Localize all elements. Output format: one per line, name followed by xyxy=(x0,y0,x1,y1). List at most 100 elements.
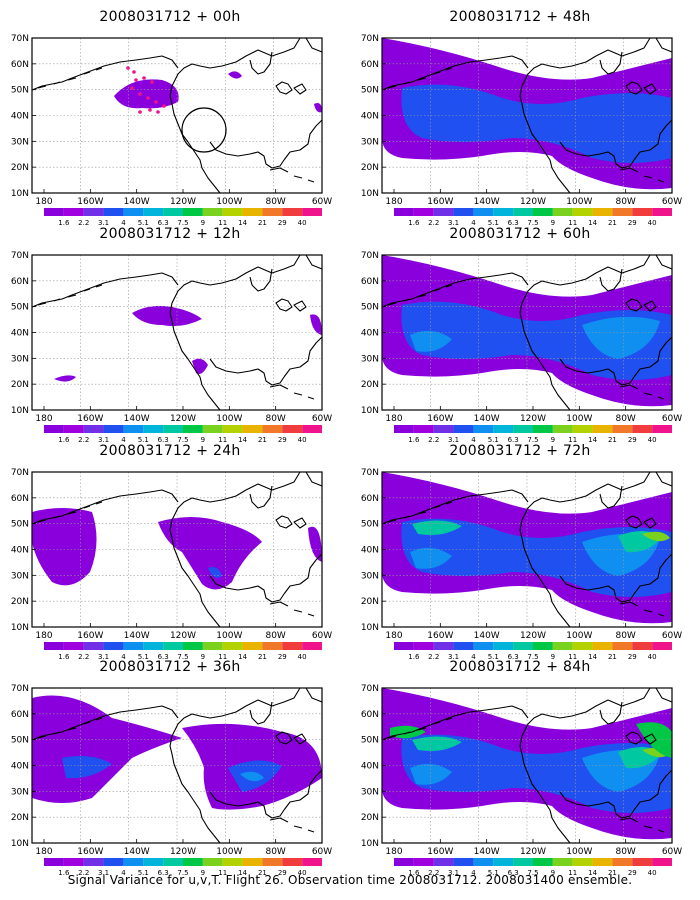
coastline xyxy=(209,791,285,819)
coastline xyxy=(305,254,323,270)
colorbar-swatch xyxy=(632,425,653,433)
lon-label: 100W xyxy=(566,847,592,857)
lat-label: 20N xyxy=(11,380,29,390)
colorbar-label: 11 xyxy=(568,219,577,227)
plot-area: 70N 60N 50N 40N 30N 20N 10N 180 160W 140W 120W 100W… xyxy=(361,34,682,207)
lon-label: 60W xyxy=(662,414,682,424)
colorbar-label: 2.2 xyxy=(428,653,439,661)
colorbar-label: 40 xyxy=(298,869,307,877)
colorbar-label: 14 xyxy=(588,436,597,444)
observation-point xyxy=(138,92,142,96)
lon-label: 180 xyxy=(385,631,402,641)
colorbar-label: 6.3 xyxy=(508,653,519,661)
coastline xyxy=(31,489,179,525)
lon-label: 80W xyxy=(615,414,635,424)
observation-circle xyxy=(181,107,227,153)
variance-contour xyxy=(114,79,179,109)
map-panel-72h: 2008031712 + 72h 70N 60N 50N 40N 30N 20N 10N 18… xyxy=(350,440,690,661)
colorbar-label: 1.6 xyxy=(58,869,70,877)
colorbar-swatch xyxy=(123,425,144,433)
lon-label: 80W xyxy=(265,631,285,641)
lon-label: 80W xyxy=(615,631,635,641)
colorbar-swatch xyxy=(652,858,672,866)
coastline xyxy=(625,515,657,529)
colorbar-label: 4 xyxy=(471,436,476,444)
colorbar-label: 6.3 xyxy=(508,219,519,227)
variance-contour xyxy=(412,736,462,751)
colorbar-label: 9 xyxy=(551,869,555,877)
lat-label: 40N xyxy=(361,546,379,556)
coastline xyxy=(619,817,665,833)
lat-label: 60N xyxy=(361,60,379,70)
colorbar: 1.6 2.2 3.1 4 5.1 6.3 7.5 9 11 14 21 29 40 xyxy=(394,858,672,877)
coastline xyxy=(387,284,453,306)
colorbar-label: 14 xyxy=(238,653,247,661)
lat-label: 30N xyxy=(361,137,379,147)
lon-label: 100W xyxy=(566,414,592,424)
colorbar: 1.6 2.2 3.1 4 5.1 6.3 7.5 9 11 14 21 29 40 xyxy=(44,425,322,444)
lon-label: 180 xyxy=(385,847,402,857)
coastline xyxy=(275,298,307,312)
colorbar-label: 5.1 xyxy=(488,869,499,877)
map-frame: 70N 60N 50N 40N 30N 20N 10N 180 160W 140W 120W 100W… xyxy=(361,34,682,207)
lat-label: 40N xyxy=(11,546,29,556)
coastline xyxy=(519,471,672,628)
panel-title: 2008031712 + 00h xyxy=(99,9,241,25)
lon-label: 160W xyxy=(77,631,103,641)
lon-label: 60W xyxy=(312,847,332,857)
colorbar-label: 4 xyxy=(471,219,476,227)
panel-title: 2008031712 + 24h xyxy=(99,443,241,459)
map-panel-60h: 2008031712 + 60h 70N 60N 50N 40N 30N 20N 10N 18… xyxy=(350,223,690,444)
lon-label: 60W xyxy=(312,631,332,641)
colorbar-swatch xyxy=(262,425,283,433)
colorbar-swatch xyxy=(473,425,494,433)
colorbar-swatch xyxy=(394,858,414,866)
lat-label: 70N xyxy=(11,684,29,694)
coastline xyxy=(625,298,657,312)
lat-label: 60N xyxy=(361,277,379,287)
lon-label: 180 xyxy=(385,197,402,207)
colorbar-label: 4 xyxy=(471,869,476,877)
lon-label: 60W xyxy=(312,414,332,424)
colorbar-swatch xyxy=(183,858,203,866)
lon-label: 160W xyxy=(77,197,103,207)
coastline xyxy=(37,284,103,306)
variance-contour xyxy=(62,756,112,779)
variance-contour xyxy=(158,517,262,590)
colorbar-swatch xyxy=(282,642,303,650)
colorbar-label: 5.1 xyxy=(138,436,149,444)
colorbar-swatch xyxy=(413,642,434,650)
colorbar-label: 11 xyxy=(218,219,227,227)
colorbar-label: 9 xyxy=(201,653,205,661)
coastline xyxy=(559,575,635,603)
colorbar-swatch xyxy=(63,858,84,866)
variance-contour xyxy=(314,103,322,113)
colorbar-label: 1.6 xyxy=(408,869,420,877)
observation-point xyxy=(150,80,154,84)
colorbar-label: 2.2 xyxy=(78,219,89,227)
lon-label: 60W xyxy=(662,847,682,857)
colorbar-swatch xyxy=(453,642,474,650)
map-panel-36h: 2008031712 + 36h 70N 60N 50N 40N 30N 20N 10N 18… xyxy=(0,656,340,877)
colorbar-swatch xyxy=(63,642,84,650)
observation-point xyxy=(138,110,142,114)
lat-label: 60N xyxy=(11,710,29,720)
colorbar-label: 29 xyxy=(628,219,637,227)
coastline xyxy=(31,705,179,741)
coastline xyxy=(169,687,322,844)
coastline xyxy=(633,119,673,161)
lat-label: 20N xyxy=(361,380,379,390)
variance-contour xyxy=(642,531,670,542)
colorbar-swatch xyxy=(282,208,303,216)
coastline xyxy=(37,501,103,523)
colorbar-swatch xyxy=(652,642,672,650)
lon-label: 180 xyxy=(35,414,52,424)
coastline xyxy=(209,141,285,169)
coastline xyxy=(519,687,672,844)
lat-label: 30N xyxy=(11,354,29,364)
colorbar-label: 29 xyxy=(628,869,637,877)
plot-area: 70N 60N 50N 40N 30N 20N 10N 180 160W 140W 120W 100W… xyxy=(11,684,332,857)
variance-contour xyxy=(410,763,452,785)
colorbar-label: 6.3 xyxy=(158,869,169,877)
coastline xyxy=(625,731,657,745)
